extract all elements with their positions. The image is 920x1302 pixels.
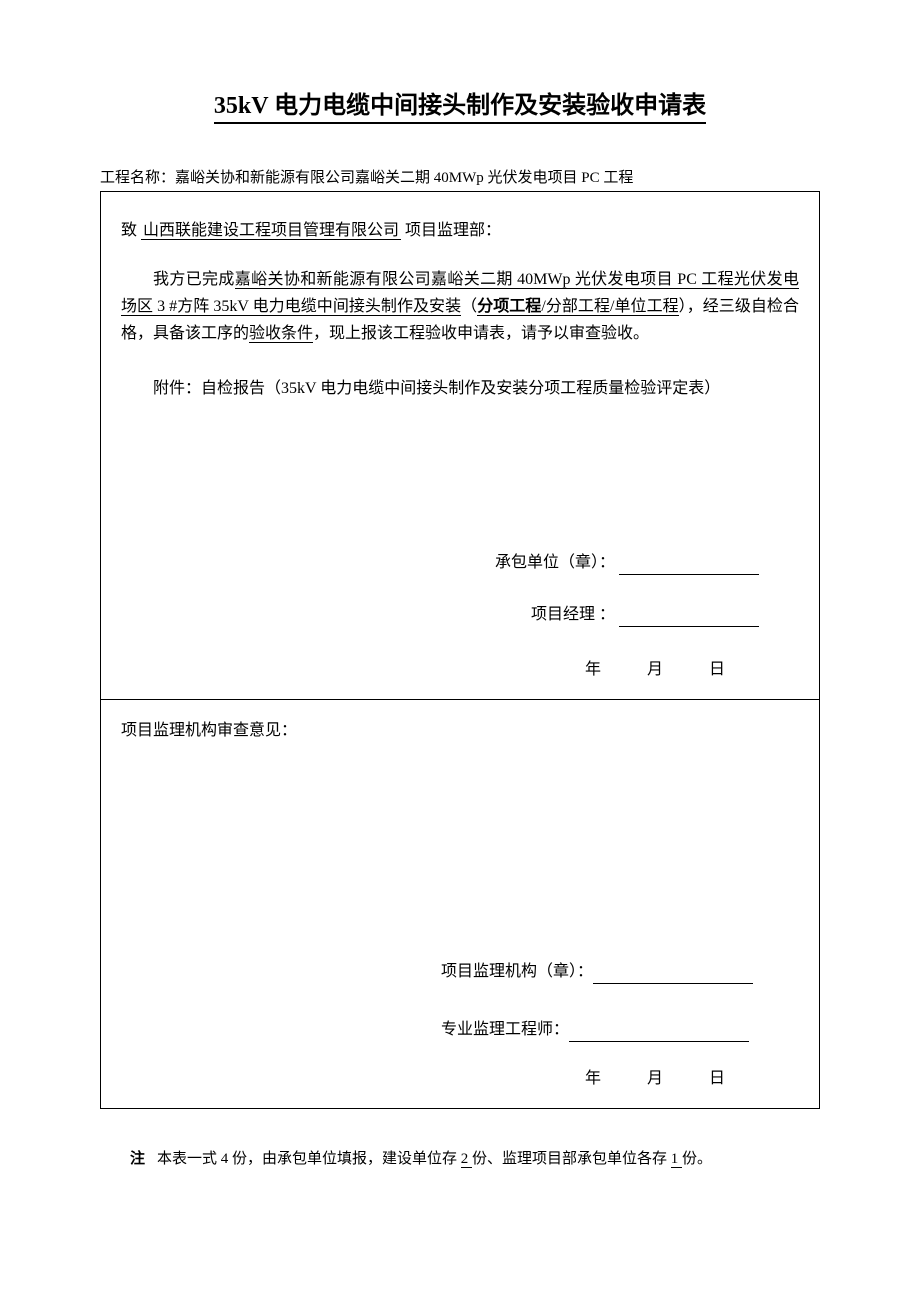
project-name-label: 工程名称： <box>100 170 175 186</box>
engineer-row: 专业监理工程师： <box>121 1018 799 1042</box>
supervisor-date-row: 年月日 <box>121 1064 799 1088</box>
opinion-label: 项目监理机构审查意见： <box>121 716 799 740</box>
body-condition: 验收条件 <box>249 325 313 343</box>
paren-close: ） <box>679 298 687 315</box>
body-pre: 我方已完成 <box>153 271 235 288</box>
supervisor-org-line <box>593 983 753 984</box>
scope-2: 分部工程 <box>546 298 610 316</box>
engineer-label: 专业监理工程师： <box>441 1021 569 1038</box>
footnote-num1: 2 <box>461 1151 472 1168</box>
footnote-label: 注 <box>130 1151 145 1167</box>
supervisor-org-label: 项目监理机构（章）： <box>441 963 593 980</box>
attachment-label: 附件： <box>153 380 201 397</box>
applicant-section: 致 山西联能建设工程项目管理有限公司 项目监理部： 我方已完成嘉峪关协和新能源有… <box>101 192 819 700</box>
day-label-2: 日 <box>709 1070 727 1087</box>
scope-3: 单位工程 <box>614 298 678 316</box>
footnote-num2: 1 <box>671 1151 682 1168</box>
contractor-signature-block: 承包单位（章）： 项目经理 ： 年 月 日 <box>121 551 799 679</box>
footnote-mid: 份、监理项目部承包单位各存 <box>472 1151 671 1167</box>
application-body: 我方已完成嘉峪关协和新能源有限公司嘉峪关二期 40MWp 光伏发电项目 PC 工… <box>121 266 799 348</box>
addressee-suffix: 项目监理部： <box>401 222 501 239</box>
footnote: 注本表一式 4 份，由承包单位填报，建设单位存 2 份、监理项目部承包单位各存 … <box>100 1147 820 1171</box>
year-label: 年 <box>585 661 603 678</box>
contractor-seal-line <box>619 574 759 575</box>
project-name-value: 嘉峪关协和新能源有限公司嘉峪关二期 40MWp 光伏发电项目 PC 工程 <box>175 170 633 186</box>
scope-main: 分项工程 <box>477 298 541 316</box>
footnote-pre: 本表一式 4 份，由承包单位填报，建设单位存 <box>157 1151 461 1167</box>
project-name-row: 工程名称：嘉峪关协和新能源有限公司嘉峪关二期 40MWp 光伏发电项目 PC 工… <box>100 166 820 187</box>
engineer-line <box>569 1041 749 1042</box>
attachment-text: 自检报告（35kV 电力电缆中间接头制作及安装分项工程质量检验评定表） <box>201 380 720 397</box>
month-label: 月 <box>647 661 665 678</box>
pm-line <box>619 626 759 627</box>
form-box: 致 山西联能建设工程项目管理有限公司 项目监理部： 我方已完成嘉峪关协和新能源有… <box>100 191 820 1109</box>
month-label-2: 月 <box>647 1070 665 1087</box>
addressee-prefix: 致 <box>121 222 141 239</box>
year-label-2: 年 <box>585 1070 603 1087</box>
addressee-line: 致 山西联能建设工程项目管理有限公司 项目监理部： <box>121 216 799 240</box>
contractor-seal-row: 承包单位（章）： <box>121 551 799 575</box>
page-title: 35kV 电力电缆中间接头制作及安装验收申请表 <box>214 85 706 124</box>
attachment-line: 附件：自检报告（35kV 电力电缆中间接头制作及安装分项工程质量检验评定表） <box>121 376 799 402</box>
pm-label: 项目经理 ： <box>531 603 615 627</box>
day-label: 日 <box>709 661 727 678</box>
supervisor-signature-block: 项目监理机构（章）： 专业监理工程师： 年 月 日 <box>121 960 799 1088</box>
addressee-company: 山西联能建设工程项目管理有限公司 <box>141 222 401 240</box>
body-tail: ，现上报该工程验收申请表，请予以审查验收。 <box>313 325 649 342</box>
supervisor-section: 项目监理机构审查意见： 项目监理机构（章）： 专业监理工程师： 年 月 日 <box>101 700 819 1108</box>
contractor-seal-label: 承包单位（章）： <box>495 551 615 575</box>
paren-open: （ <box>461 298 477 315</box>
contractor-date-row: 年月日 <box>121 655 799 679</box>
pm-row: 项目经理 ： <box>121 603 799 627</box>
supervisor-org-row: 项目监理机构（章）： <box>121 960 799 984</box>
footnote-tail: 份。 <box>682 1151 712 1167</box>
